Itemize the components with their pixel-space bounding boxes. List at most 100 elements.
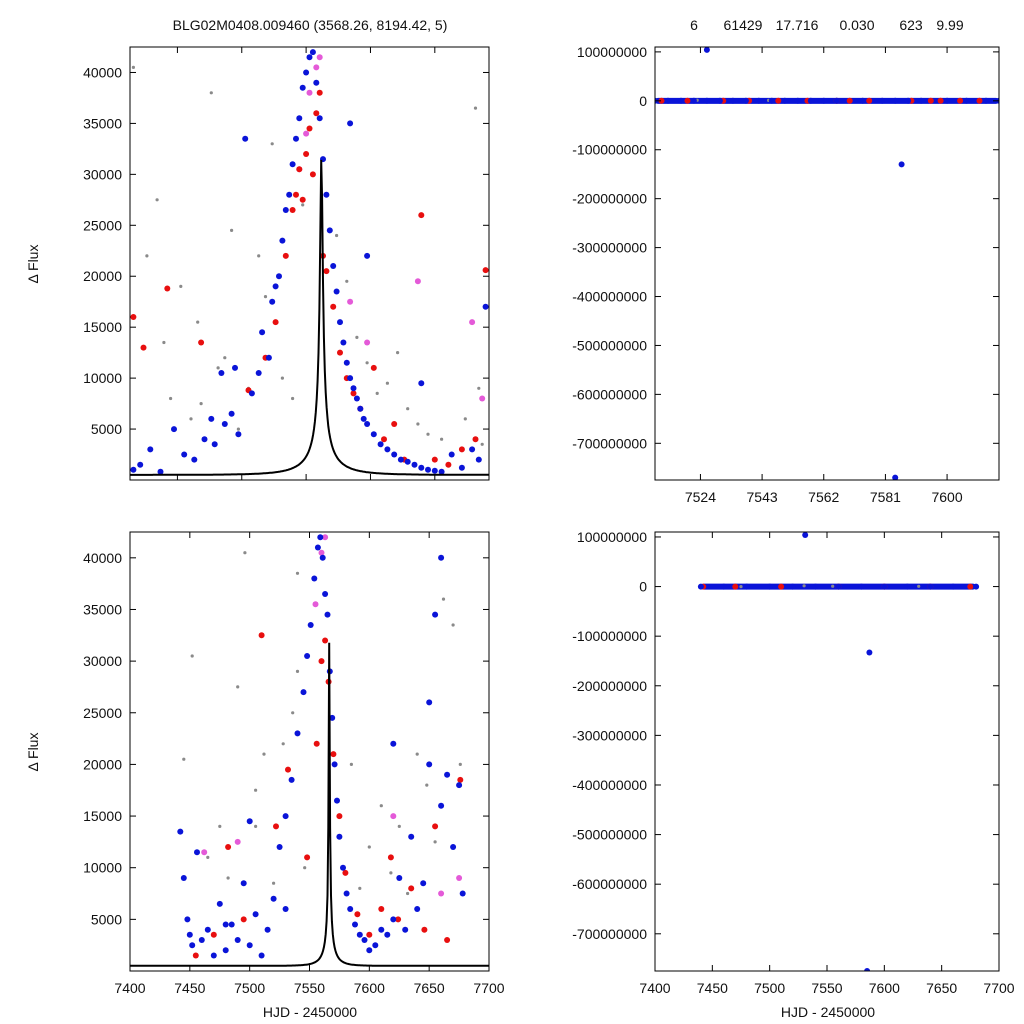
x-tick-label: 7581 (870, 489, 901, 505)
data-point-blue (755, 97, 762, 104)
x-tick-label: 7543 (747, 489, 778, 505)
data-point-grey (182, 757, 186, 761)
y-tick-label: -700000000 (572, 435, 647, 451)
y-tick-label: 30000 (83, 166, 122, 182)
data-point-grey (291, 396, 295, 401)
data-point-blue (330, 263, 337, 269)
data-point-blue (306, 54, 313, 61)
data-point-grey (199, 402, 203, 406)
data-point-grey (349, 762, 353, 767)
data-point-magenta (201, 849, 208, 856)
data-point-red (210, 931, 217, 938)
data-point-blue (812, 583, 819, 590)
stat-value: 17.716 (776, 17, 819, 33)
data-point-grey (196, 320, 200, 324)
x-tick-label: 7400 (114, 980, 145, 996)
data-point-blue (448, 451, 455, 458)
data-point-grey (415, 752, 419, 756)
y-tick-label: 15000 (83, 319, 122, 335)
y-tick-label: 0 (639, 93, 647, 109)
stat-value: 0.030 (839, 17, 874, 33)
data-point-grey (145, 254, 149, 258)
y-axis-label-top: Δ Flux (25, 245, 41, 284)
x-axis-label-right: HJD - 2450000 (781, 1004, 875, 1020)
y-axis-label-bottom: Δ Flux (25, 733, 41, 772)
data-point-blue (892, 97, 899, 104)
data-point-blue (334, 797, 340, 804)
data-point-grey (243, 551, 247, 555)
y-tick-label: -500000000 (572, 827, 647, 843)
data-point-grey (270, 142, 274, 146)
data-point-blue (361, 937, 368, 943)
data-point-red (318, 658, 325, 665)
data-point-magenta (456, 875, 463, 881)
data-point-grey (236, 427, 240, 431)
data-point-blue (364, 421, 371, 427)
data-point-red (775, 97, 782, 104)
data-point-blue (766, 583, 773, 590)
y-tick-label: 20000 (83, 756, 122, 772)
data-point-magenta (313, 64, 320, 71)
data-point-red (316, 89, 323, 96)
data-point-blue (314, 544, 321, 551)
data-point-blue (444, 771, 451, 778)
data-point-blue (258, 952, 265, 959)
data-point-blue (833, 97, 840, 104)
data-point-red (337, 349, 343, 356)
y-tick-label: -700000000 (572, 926, 647, 942)
data-point-blue (904, 583, 911, 590)
y-tick-label: 10000 (83, 370, 122, 386)
data-point-blue (232, 364, 238, 371)
panel-bottom-right: 100000000 0 -100000000 -200000000 -300000000… (572, 529, 1015, 996)
data-point-blue (270, 895, 277, 902)
data-point-grey (739, 585, 743, 589)
data-point-blue (210, 952, 217, 959)
plot-frame (654, 531, 1000, 972)
data-point-blue (864, 968, 871, 971)
y-tick-label: 25000 (83, 217, 122, 233)
data-point-red (957, 97, 964, 104)
data-point-blue (329, 714, 336, 721)
stat-value: 61429 (724, 17, 763, 33)
data-point-blue (259, 329, 266, 336)
data-point-grey (281, 742, 285, 746)
x-tick-label: 7450 (174, 980, 205, 996)
data-point-blue (331, 761, 338, 768)
data-point-grey (254, 824, 258, 829)
data-point-blue (240, 880, 247, 887)
data-point-grey (262, 752, 266, 756)
data-point-blue (286, 191, 293, 198)
data-point-grey (169, 396, 173, 401)
data-point-blue (983, 97, 989, 104)
x-tick-label: 7700 (983, 980, 1014, 996)
y-tick-label: -500000000 (572, 337, 647, 353)
data-point-grey (335, 233, 339, 238)
data-point-red (272, 319, 279, 326)
data-point-blue (317, 534, 324, 541)
x-tick-label: 7562 (808, 489, 839, 505)
x-tick-label: 7550 (294, 980, 325, 996)
stat-value: 9.99 (936, 17, 963, 33)
data-point-blue (450, 844, 457, 850)
data-point-blue (768, 97, 775, 104)
data-point-red (293, 191, 299, 198)
data-point-blue (438, 468, 445, 475)
data-point-grey (385, 381, 389, 385)
plot-area (130, 49, 489, 476)
data-point-blue (807, 97, 814, 104)
data-point-grey (230, 228, 234, 232)
data-point-blue (716, 97, 723, 104)
data-point-grey (441, 597, 446, 601)
data-point-red (296, 166, 303, 173)
x-tick-label: 7600 (869, 980, 900, 996)
data-point-blue (299, 84, 306, 91)
data-point-blue (459, 890, 466, 897)
data-point-blue (881, 583, 888, 590)
data-point-magenta (390, 813, 397, 820)
data-point-blue (372, 942, 379, 949)
data-point-grey (440, 437, 444, 441)
data-point-red (445, 461, 452, 468)
data-point-blue (678, 97, 684, 104)
data-point-red (370, 364, 377, 371)
data-point-red (225, 844, 232, 850)
